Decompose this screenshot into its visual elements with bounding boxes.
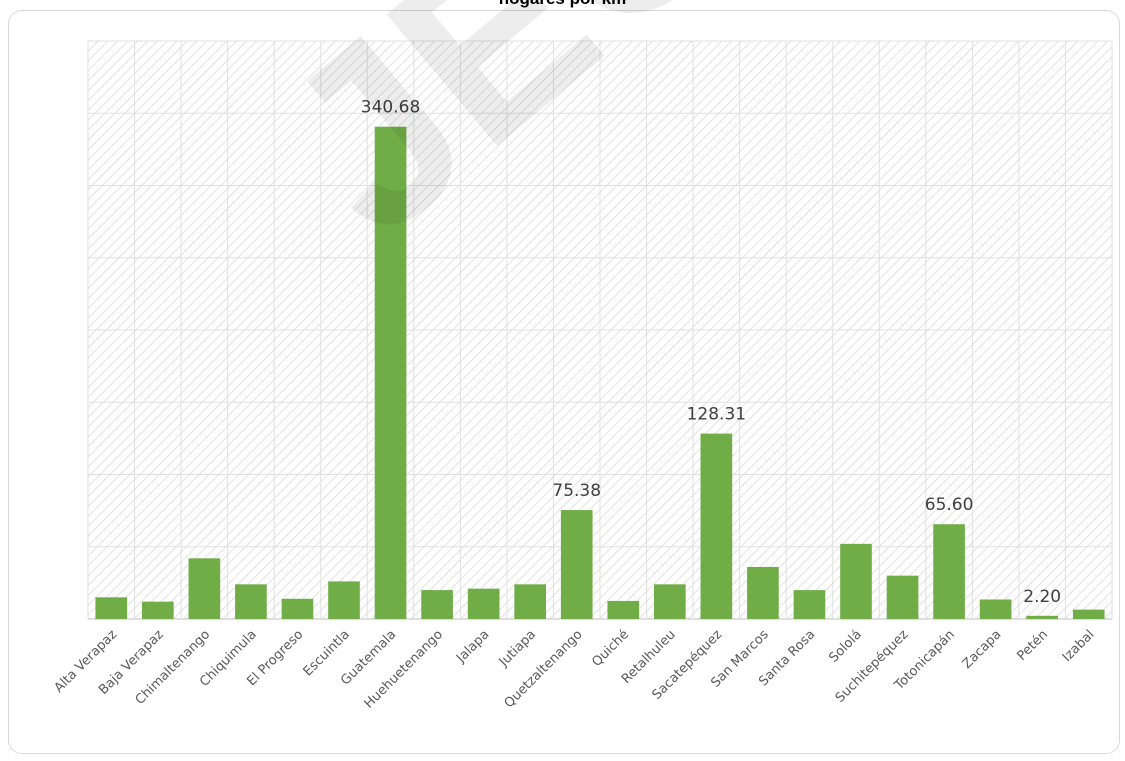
bar: [514, 584, 547, 619]
data-label: 75.38: [552, 481, 601, 501]
bar: [840, 543, 872, 619]
data-label: 65.60: [925, 495, 974, 515]
bar: [979, 599, 1012, 619]
x-tick-label: Jalapa: [453, 627, 492, 666]
bar: [653, 584, 686, 619]
bars: [95, 126, 1105, 619]
x-tick-label: Izabal: [1060, 627, 1098, 665]
x-tick-label: Zacapa: [960, 627, 1005, 672]
bar: [467, 588, 500, 619]
chart-title: hogares por km: [0, 0, 1125, 8]
data-label: 340.68: [361, 98, 420, 118]
bar: [793, 590, 826, 619]
bar: [700, 433, 733, 619]
x-tick-label: Huehuetenango: [362, 627, 446, 711]
x-tick-label: Petén: [1014, 627, 1051, 664]
bar: [188, 558, 221, 619]
bar: [607, 600, 640, 619]
data-label: 128.31: [687, 405, 746, 425]
bar: [1026, 615, 1059, 619]
bar: [281, 598, 314, 619]
x-tick-label: Sololá: [826, 627, 864, 665]
bar: [235, 584, 267, 619]
x-tick-label: Jutiapa: [496, 627, 539, 670]
bar: [747, 566, 779, 619]
bar: [95, 597, 128, 619]
x-tick-label: Quetzaltenango: [502, 627, 586, 711]
bar: [328, 581, 360, 619]
bar: [560, 510, 593, 619]
gridlines: [87, 40, 1113, 620]
bar: [1072, 609, 1105, 619]
data-labels: 340.68 75.38 128.31 65.60 2.20: [361, 98, 1061, 607]
bar: [374, 126, 407, 619]
bar: [421, 590, 453, 619]
bar: [933, 524, 965, 619]
bar: [886, 575, 919, 619]
data-label: 2.20: [1023, 587, 1061, 607]
x-tick-label: Quiché: [589, 627, 632, 670]
bar: [141, 601, 174, 619]
